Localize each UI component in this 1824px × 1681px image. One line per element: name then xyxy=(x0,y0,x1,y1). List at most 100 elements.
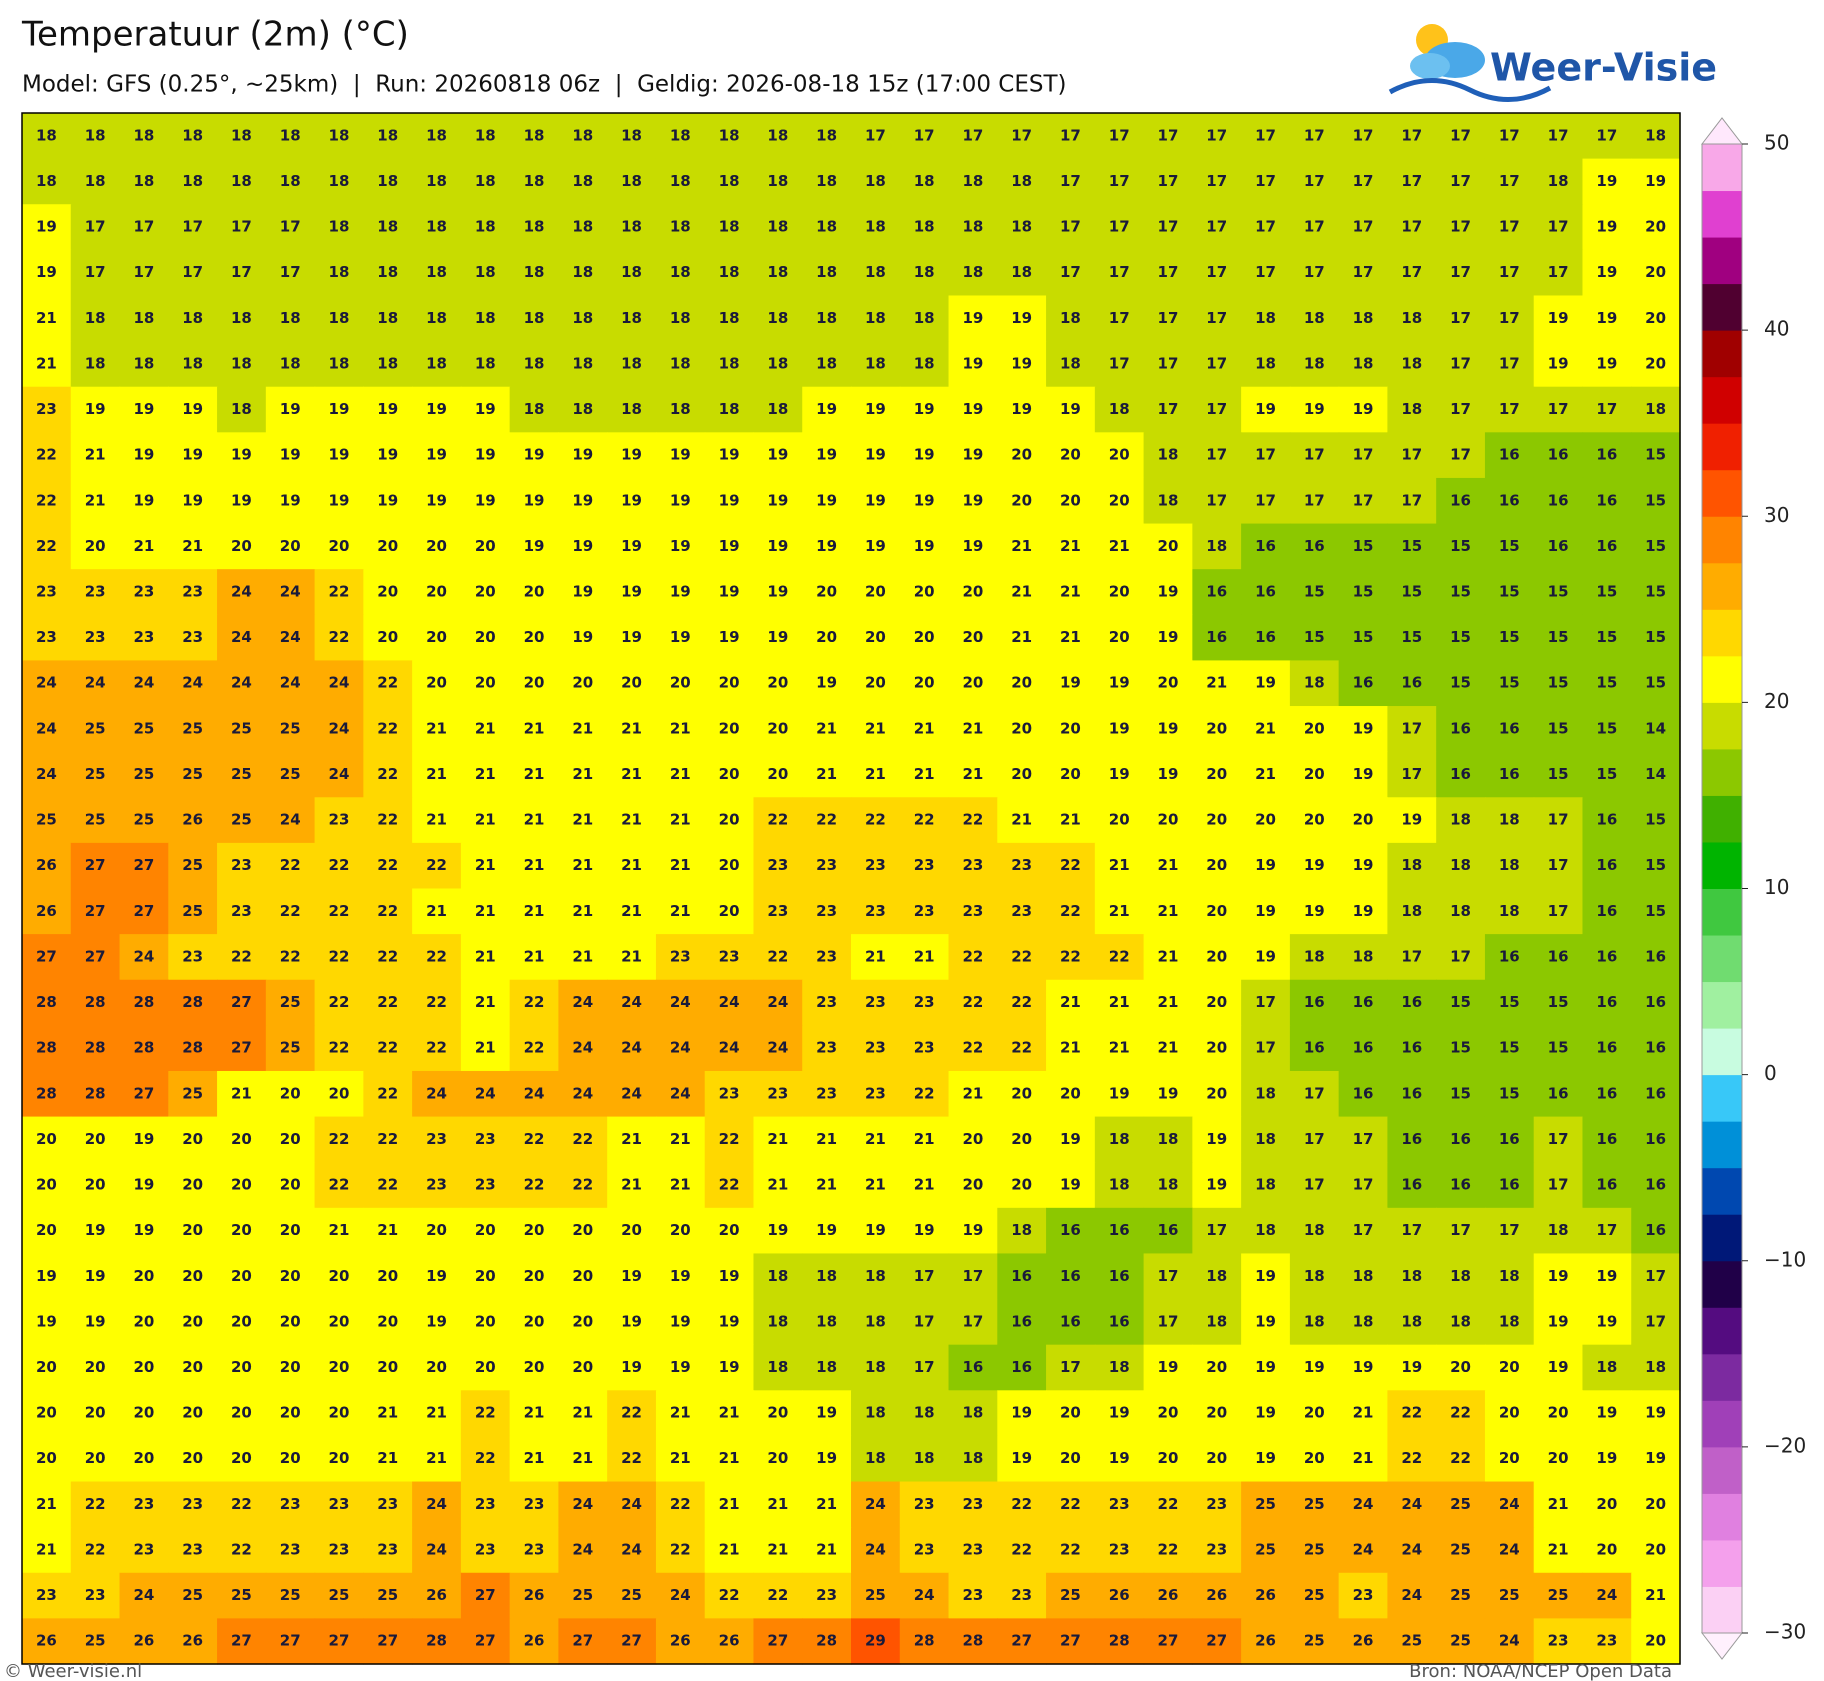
temperature-label: 19 xyxy=(621,537,642,555)
temperature-cell xyxy=(802,979,852,1026)
temperature-cell xyxy=(1241,1618,1291,1665)
temperature-cell xyxy=(363,1481,413,1528)
temperature-cell xyxy=(1582,341,1632,388)
temperature-label: 21 xyxy=(670,811,691,829)
temperature-cell xyxy=(1582,204,1632,251)
temperature-cell xyxy=(119,1527,169,1574)
temperature-label: 18 xyxy=(1645,1358,1666,1376)
temperature-cell xyxy=(1046,1116,1096,1163)
temperature-cell xyxy=(1241,1070,1291,1118)
temperature-label: 17 xyxy=(133,218,154,236)
temperature-cell xyxy=(119,204,169,251)
temperature-cell xyxy=(948,1344,998,1391)
temperature-cell xyxy=(704,797,755,844)
temperature-cell xyxy=(1631,1207,1681,1255)
temperature-cell xyxy=(851,1527,901,1574)
temperature-label: 15 xyxy=(1645,491,1666,509)
temperature-label: 20 xyxy=(865,582,886,600)
temperature-label: 22 xyxy=(719,1176,740,1194)
temperature-label: 17 xyxy=(962,1267,983,1285)
temperature-label: 28 xyxy=(36,1039,57,1057)
temperature-cell xyxy=(412,706,462,753)
temperature-label: 15 xyxy=(1548,582,1569,600)
temperature-cell xyxy=(948,113,998,160)
temperature-label: 23 xyxy=(816,1039,837,1057)
temperature-cell xyxy=(704,979,755,1026)
temperature-cell xyxy=(217,934,267,981)
temperature-label: 24 xyxy=(85,674,106,692)
temperature-label: 15 xyxy=(1548,628,1569,646)
temperature-cell xyxy=(314,113,364,160)
temperature-label: 24 xyxy=(36,719,57,737)
temperature-cell xyxy=(1046,888,1096,935)
temperature-cell xyxy=(1484,842,1535,890)
temperature-cell xyxy=(70,1070,121,1118)
colorbar-segment xyxy=(1702,1586,1742,1634)
temperature-label: 18 xyxy=(524,263,545,281)
temperature-cell xyxy=(119,979,169,1026)
temperature-label: 18 xyxy=(816,1312,837,1330)
temperature-label: 21 xyxy=(1011,537,1032,555)
temperature-cell xyxy=(802,569,852,616)
temperature-label: 15 xyxy=(1499,628,1520,646)
temperature-label: 17 xyxy=(914,1312,935,1330)
temperature-label: 18 xyxy=(816,126,837,144)
temperature-cell xyxy=(1241,1207,1291,1255)
temperature-cell xyxy=(460,1070,511,1118)
temperature-label: 20 xyxy=(1011,674,1032,692)
temperature-label: 20 xyxy=(621,674,642,692)
temperature-label: 20 xyxy=(1206,1039,1227,1057)
temperature-label: 26 xyxy=(133,1632,154,1650)
temperature-label: 17 xyxy=(1206,126,1227,144)
temperature-label: 20 xyxy=(1060,765,1081,783)
temperature-label: 17 xyxy=(1255,491,1276,509)
temperature-label: 23 xyxy=(1206,1495,1227,1513)
temperature-cell xyxy=(1533,386,1584,433)
colorbar-segment xyxy=(1702,1539,1742,1587)
temperature-cell xyxy=(509,1070,560,1118)
temperature-label: 16 xyxy=(1450,765,1471,783)
temperature-label: 18 xyxy=(1499,1267,1520,1285)
temperature-label: 17 xyxy=(962,126,983,144)
temperature-cell xyxy=(1289,158,1340,205)
temperature-label: 20 xyxy=(329,1084,350,1102)
temperature-label: 25 xyxy=(133,811,154,829)
temperature-label: 22 xyxy=(962,947,983,965)
temperature-label: 15 xyxy=(1645,582,1666,600)
temperature-label: 18 xyxy=(572,400,593,418)
temperature-cell xyxy=(168,888,218,935)
temperature-label: 16 xyxy=(1596,1176,1617,1194)
temperature-cell xyxy=(314,1435,364,1483)
temperature-label: 25 xyxy=(1304,1540,1325,1558)
temperature-label: 17 xyxy=(1401,947,1422,965)
temperature-cell xyxy=(265,934,316,981)
temperature-label: 17 xyxy=(1304,1176,1325,1194)
map: 18 18 18 18 18 18 18 18 18 18 18 18 18 18 18 18 18 17 17 17… xyxy=(22,113,1681,1665)
temperature-label: 18 xyxy=(1304,1221,1325,1239)
temperature-label: 18 xyxy=(1304,674,1325,692)
temperature-label: 17 xyxy=(1548,1176,1569,1194)
colorbar-segment xyxy=(1702,1167,1742,1215)
temperature-label: 20 xyxy=(1548,1449,1569,1467)
temperature-label: 18 xyxy=(377,126,398,144)
temperature-cell xyxy=(363,158,413,205)
temperature-cell xyxy=(509,1572,560,1619)
temperature-cell xyxy=(704,660,755,707)
temperature-label: 18 xyxy=(670,400,691,418)
temperature-label: 27 xyxy=(280,1632,301,1650)
temperature-cell xyxy=(704,113,755,160)
temperature-cell xyxy=(753,1253,803,1300)
temperature-cell xyxy=(558,797,608,844)
temperature-cell xyxy=(1436,1481,1486,1528)
temperature-cell xyxy=(948,386,998,433)
temperature-label: 19 xyxy=(767,582,788,600)
temperature-label: 21 xyxy=(524,811,545,829)
temperature-cell xyxy=(1289,660,1340,707)
temperature-label: 25 xyxy=(1450,1495,1471,1513)
temperature-label: 17 xyxy=(1060,218,1081,236)
temperature-cell xyxy=(1436,842,1486,890)
temperature-cell xyxy=(70,1207,121,1255)
temperature-cell xyxy=(460,1390,511,1437)
temperature-label: 18 xyxy=(767,218,788,236)
temperature-cell xyxy=(509,842,560,890)
